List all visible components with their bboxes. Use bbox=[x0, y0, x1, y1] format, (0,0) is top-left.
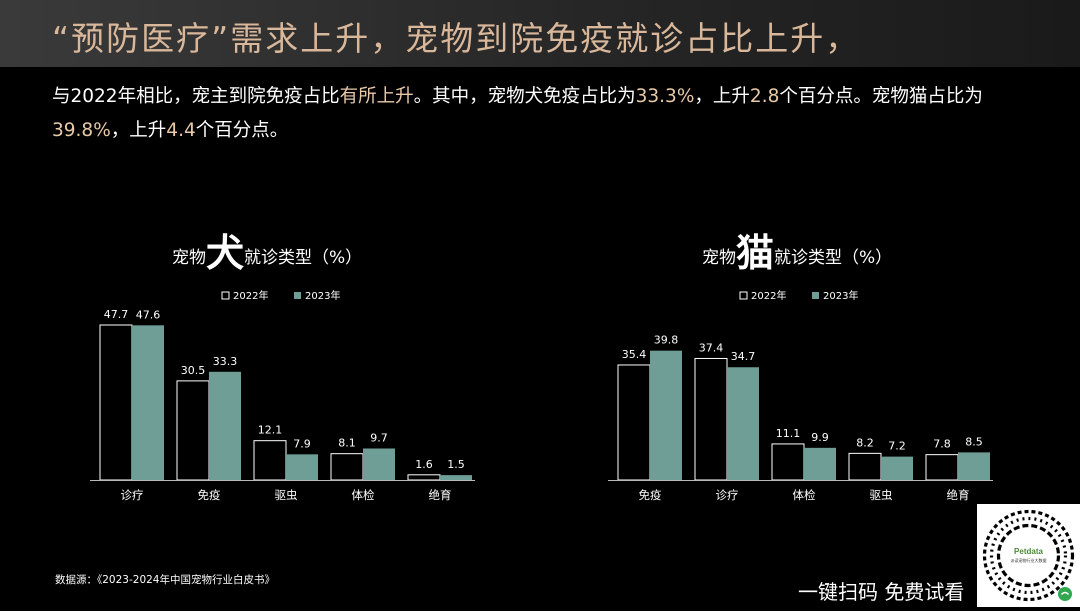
dog-bar-2-1 bbox=[286, 454, 318, 480]
cat-bar-4-1 bbox=[958, 452, 990, 480]
cat-legend-label-1: 2023年 bbox=[823, 289, 858, 302]
cat-bar-4-0 bbox=[925, 454, 959, 481]
dog-bar-4-1 bbox=[440, 475, 472, 480]
cat-legend-swatch-1 bbox=[812, 292, 819, 299]
intro-text-6: 个百分点。 bbox=[195, 120, 289, 141]
dog-legend-label-0: 2022年 bbox=[233, 289, 268, 302]
cat-bar-value-3-0: 8.2 bbox=[856, 436, 874, 449]
cat-bar-value-2-1: 9.9 bbox=[811, 431, 829, 444]
cat-bar-value-2-0: 11.1 bbox=[776, 427, 801, 440]
cat-bar-value-0-0: 35.4 bbox=[622, 348, 647, 361]
dog-bar-1-0 bbox=[176, 380, 210, 481]
dog-bar-value-1-0: 30.5 bbox=[181, 364, 206, 377]
cat-bar-1-0 bbox=[694, 357, 728, 481]
page-title: “预防医疗”需求上升，宠物到院免疫就诊占比上升， bbox=[52, 19, 861, 58]
dog-bar-2-0 bbox=[253, 440, 287, 481]
cat-bar-value-3-1: 7.2 bbox=[888, 440, 906, 453]
dog-category-label-4: 绝育 bbox=[429, 488, 452, 502]
cat-bar-0-0 bbox=[617, 364, 651, 481]
intro-highlight-3: 2.8 bbox=[749, 86, 780, 107]
dog-category-label-2: 驱虫 bbox=[275, 488, 298, 502]
dog-chart-title-post: 就诊类型（%） bbox=[244, 248, 363, 268]
intro-paragraph: 与2022年相比，宠主到院免疫占比有所上升。其中，宠物犬免疫占比为33.3%，上… bbox=[52, 80, 1037, 148]
cat-bar-3-0 bbox=[848, 452, 882, 481]
dog-category-label-1: 免疫 bbox=[198, 488, 221, 502]
dog-chart-title-big: 犬 bbox=[206, 231, 245, 275]
intro-highlight-4: 39.8% bbox=[52, 120, 111, 141]
cat-bar-value-1-0: 37.4 bbox=[699, 341, 724, 354]
cat-legend-label-0: 2022年 bbox=[751, 289, 786, 302]
cat-legend-swatch-0 bbox=[739, 291, 748, 300]
cta-text: 一键扫码 免费试看 bbox=[798, 580, 965, 604]
dog-chart-title-pre: 宠物 bbox=[172, 248, 206, 268]
cat-bar-chart: 2022年 2023年 35.4 39.8 免疫 37.4 34.7 诊疗 11.1 9.9 体检 8… bbox=[608, 289, 993, 502]
dog-legend-swatch-1 bbox=[294, 292, 301, 299]
cat-category-label-0: 免疫 bbox=[639, 488, 662, 502]
cat-bar-value-4-0: 7.8 bbox=[933, 438, 951, 451]
dog-bar-value-4-1: 1.5 bbox=[447, 458, 465, 471]
dog-bar-3-1 bbox=[363, 448, 395, 480]
cat-category-label-4: 绝育 bbox=[947, 488, 970, 502]
dog-bar-value-2-1: 7.9 bbox=[293, 437, 311, 450]
dog-bar-value-0-1: 47.6 bbox=[136, 308, 161, 321]
dog-bar-value-1-1: 33.3 bbox=[213, 355, 238, 368]
dog-category-label-3: 体检 bbox=[352, 488, 375, 502]
qr-caption: 派读宠物行业大数据 bbox=[1011, 557, 1047, 563]
data-source: 数据源：《2023-2024年中国宠物行业白皮书》 bbox=[55, 574, 275, 586]
cat-category-label-3: 驱虫 bbox=[870, 488, 893, 502]
dog-bar-value-3-0: 8.1 bbox=[338, 437, 356, 450]
intro-highlight-5: 4.4 bbox=[166, 120, 196, 141]
dog-chart-title: 宠物犬就诊类型（%） bbox=[172, 222, 362, 277]
dog-bar-value-2-0: 12.1 bbox=[258, 424, 283, 437]
dog-bar-value-4-0: 1.6 bbox=[415, 458, 433, 471]
cat-chart-title-post: 就诊类型（%） bbox=[774, 248, 893, 268]
dog-bar-1-1 bbox=[209, 371, 241, 480]
cat-chart-title-pre: 宠物 bbox=[702, 248, 736, 268]
intro-text-2: 。其中，宠物犬免疫占比为 bbox=[413, 86, 636, 107]
intro-highlight-2: 33.3% bbox=[635, 86, 695, 107]
dog-category-label-0: 诊疗 bbox=[121, 488, 144, 502]
cat-bar-value-0-1: 39.8 bbox=[654, 334, 679, 347]
intro-text-4: 个百分点。宠物猫占比为 bbox=[779, 86, 983, 107]
intro-text-5: ，上升 bbox=[110, 120, 167, 141]
dog-bar-4-0 bbox=[407, 474, 441, 481]
qr-brand: Petdata bbox=[1014, 547, 1043, 556]
dog-bar-3-0 bbox=[330, 453, 364, 481]
cat-bar-1-1 bbox=[727, 367, 759, 480]
dog-legend-label-1: 2023年 bbox=[305, 289, 340, 302]
cat-bar-0-1 bbox=[650, 350, 682, 480]
cat-category-label-1: 诊疗 bbox=[716, 488, 739, 502]
cat-bar-2-0 bbox=[771, 443, 805, 481]
cat-chart-title: 宠物猫就诊类型（%） bbox=[702, 222, 892, 277]
cat-bar-value-4-1: 8.5 bbox=[965, 435, 983, 448]
dog-bar-chart: 2022年 2023年 47.7 47.6 诊疗 30.5 33.3 免疫 12.1 7.9 驱虫 8… bbox=[90, 289, 475, 502]
intro-text-1: 与2022年相比，宠主到院免疫占比 bbox=[52, 86, 340, 107]
dog-bar-value-0-0: 47.7 bbox=[104, 308, 129, 321]
dog-bar-value-3-1: 9.7 bbox=[370, 431, 388, 444]
dog-legend-swatch-0 bbox=[221, 291, 230, 300]
dog-bar-0-0 bbox=[99, 324, 133, 481]
title-bar bbox=[0, 0, 1080, 67]
qr-code[interactable]: Petdata 派读宠物行业大数据 bbox=[977, 504, 1080, 607]
intro-text-3: ，上升 bbox=[694, 86, 750, 107]
cat-bar-value-1-1: 34.7 bbox=[731, 350, 756, 363]
qr-code-graphic: Petdata 派读宠物行业大数据 bbox=[982, 509, 1075, 602]
dog-bar-0-1 bbox=[132, 325, 164, 480]
cat-bar-2-1 bbox=[804, 447, 836, 480]
cat-bar-3-1 bbox=[881, 456, 913, 480]
cat-chart-title-big: 猫 bbox=[736, 231, 775, 275]
cat-category-label-2: 体检 bbox=[793, 488, 816, 502]
intro-highlight-1: 有所上升 bbox=[339, 86, 414, 107]
